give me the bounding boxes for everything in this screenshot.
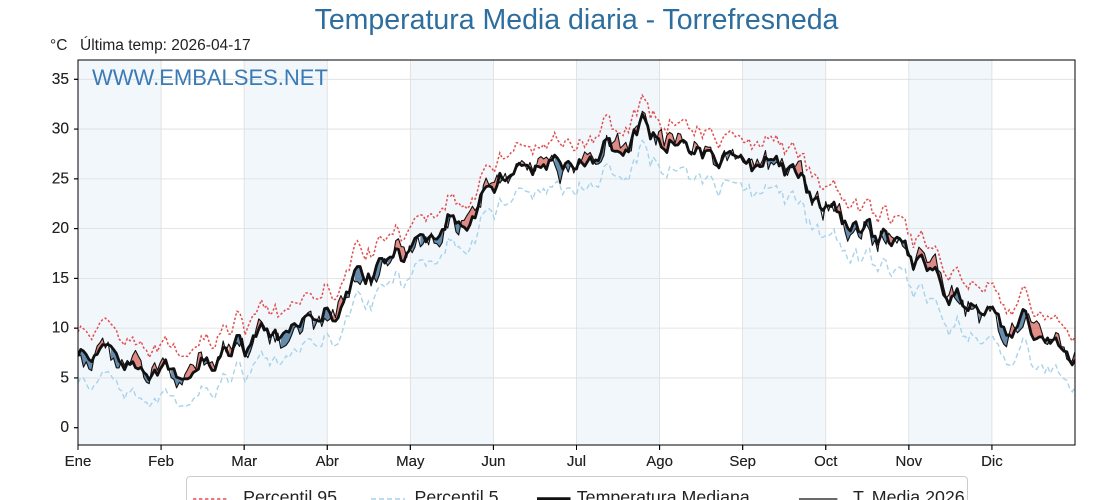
svg-text:Ene: Ene [65,453,92,470]
svg-text:25: 25 [52,170,69,187]
svg-text:Nov: Nov [895,453,922,470]
svg-text:Dic: Dic [981,453,1003,470]
svg-text:Feb: Feb [148,453,174,470]
svg-text:Ago: Ago [646,453,673,470]
svg-text:Temperatura Media diaria - Tor: Temperatura Media diaria - Torrefresneda [315,4,839,36]
svg-text:Sep: Sep [729,453,756,470]
svg-text:0: 0 [60,419,69,436]
svg-text:15: 15 [52,270,69,287]
svg-text:Mar: Mar [231,453,257,470]
svg-text:°C: °C [50,37,67,54]
svg-text:Abr: Abr [316,453,339,470]
svg-text:10: 10 [52,320,70,337]
svg-text:Última temp: 2026-04-17: Última temp: 2026-04-17 [80,37,251,54]
svg-text:20: 20 [52,220,70,237]
svg-text:Jul: Jul [567,453,586,470]
svg-text:May: May [396,453,425,470]
svg-text:Jun: Jun [481,453,505,470]
svg-text:35: 35 [52,71,69,88]
svg-text:30: 30 [52,121,70,138]
svg-text:WWW.EMBALSES.NET: WWW.EMBALSES.NET [92,65,328,90]
svg-text:5: 5 [60,369,69,386]
svg-text:Oct: Oct [814,453,838,470]
